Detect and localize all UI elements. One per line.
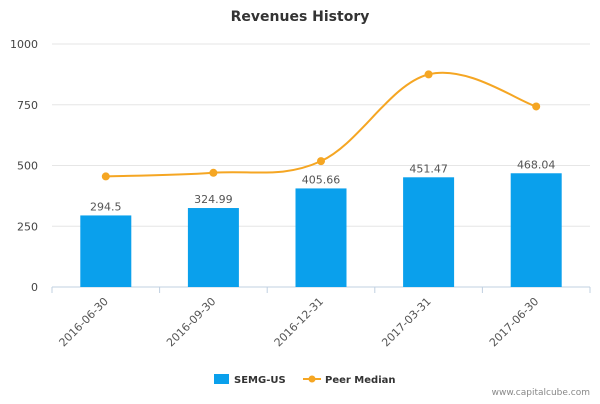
- legend-item-semg[interactable]: SEMG-US: [214, 374, 286, 386]
- bar-value-label: 468.04: [517, 158, 556, 171]
- y-tick-label: 500: [17, 160, 38, 173]
- y-tick-label: 250: [17, 220, 38, 233]
- peer-median-point: [209, 168, 218, 177]
- legend-item-peer-median[interactable]: Peer Median: [303, 375, 396, 386]
- peer-median-point: [424, 70, 433, 79]
- bar: [187, 208, 239, 287]
- x-tick-label: 2016-09-30: [164, 295, 218, 349]
- data-labels: 294.5 324.99 405.66 451.47 468.04: [90, 158, 555, 213]
- x-tick-label: 2017-03-31: [379, 295, 433, 349]
- peer-median-point: [532, 102, 541, 111]
- peer-median-point: [101, 172, 110, 181]
- line-series: [101, 70, 541, 181]
- credit-text: www.capitalcube.com: [492, 388, 590, 398]
- x-tick-label: 2016-06-30: [57, 295, 111, 349]
- bar: [403, 177, 455, 287]
- chart-title: Revenues History: [231, 9, 370, 25]
- y-tick-label: 0: [31, 281, 38, 294]
- bar-value-label: 405.66: [302, 173, 341, 186]
- legend[interactable]: SEMG-US Peer Median: [214, 374, 396, 386]
- y-tick-label: 750: [17, 99, 38, 112]
- bar-value-label: 324.99: [194, 193, 233, 206]
- legend-label: Peer Median: [325, 375, 396, 386]
- legend-swatch-marker: [308, 375, 316, 383]
- y-tick-label: 1000: [10, 38, 38, 51]
- x-tick-label: 2016-12-31: [272, 295, 326, 349]
- x-tick-label: 2017-06-30: [487, 295, 541, 349]
- legend-swatch-bar: [214, 374, 229, 384]
- peer-median-point: [317, 157, 325, 166]
- bar: [510, 173, 562, 287]
- peer-median-line: [105, 71, 537, 178]
- bar-value-label: 451.47: [409, 162, 448, 175]
- bar: [80, 215, 132, 287]
- bar: [295, 188, 347, 287]
- bar-value-label: 294.5: [90, 200, 122, 213]
- legend-label: SEMG-US: [234, 375, 286, 386]
- bar-series: [80, 173, 562, 287]
